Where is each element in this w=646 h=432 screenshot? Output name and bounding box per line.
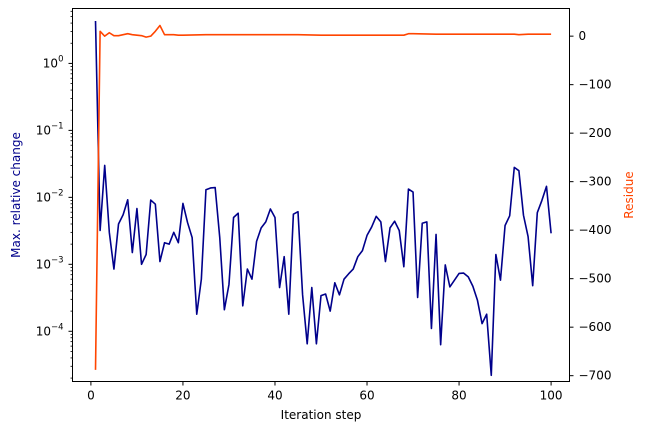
x-tick-label: 100 [540,389,563,403]
y-right-tick-label: −500 [579,272,612,286]
y-axis-right: 0 −100 −200 −300 −400 −500 −600 −700 [569,29,612,383]
y-right-tick-label: −200 [579,126,612,140]
y-axis-left-title: Max. relative change [9,132,23,258]
y-axis-right-title: Residue [622,171,636,218]
y-left-tick-label: 10−1 [36,121,64,137]
plot-lines [94,20,552,377]
x-tick-label: 20 [175,389,190,403]
y-right-tick-label: −700 [579,369,612,383]
series-line-left [94,20,552,377]
series-line-right [94,24,552,370]
plot-frame [72,8,570,382]
y-left-tick-label: 10−3 [36,255,64,271]
y-right-tick-label: −100 [579,78,612,92]
x-tick-label: 80 [451,389,466,403]
x-axis: 0 20 40 60 80 100 [87,381,563,403]
y-left-tick-label: 10−2 [36,188,64,204]
y-right-tick-label: 0 [579,29,587,43]
x-tick-label: 0 [87,389,95,403]
y-axis-left: 100 10−1 10−2 10−3 10−4 [36,10,73,379]
x-tick-label: 60 [359,389,374,403]
x-tick-label: 40 [267,389,282,403]
y-right-tick-label: −400 [579,223,612,237]
y-right-tick-label: −300 [579,175,612,189]
y-left-tick-label: 100 [43,54,64,70]
y-right-tick-label: −600 [579,320,612,334]
y-left-tick-label: 10−4 [36,322,64,338]
x-axis-title: Iteration step [281,408,362,422]
